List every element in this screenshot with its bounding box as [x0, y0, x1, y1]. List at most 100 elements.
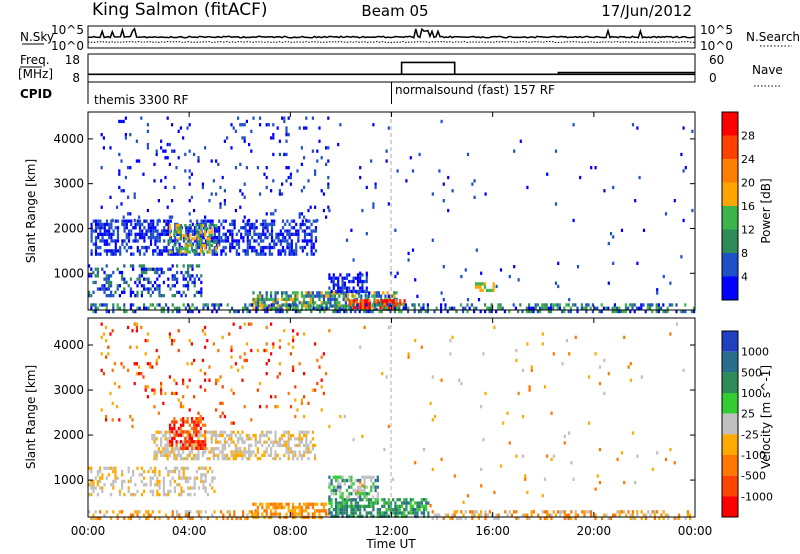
heatmap-cell: [372, 305, 375, 310]
heatmap-cell: [204, 227, 207, 231]
heatmap-cell: [508, 309, 511, 314]
heatmap-cell: [343, 281, 346, 285]
heatmap-cell: [339, 475, 342, 479]
heatmap-cell: [221, 450, 224, 454]
heatmap-cell: [156, 303, 159, 307]
heatmap-cell: [424, 309, 427, 314]
heatmap-cell: [166, 457, 169, 461]
heatmap-cell: [100, 322, 103, 326]
heatmap-cell: [186, 247, 189, 251]
heatmap-cell: [135, 345, 138, 349]
heatmap-cell: [336, 306, 339, 310]
heatmap-cell: [103, 284, 106, 288]
heatmap-cell: [281, 192, 284, 196]
heatmap-cell: [123, 287, 126, 291]
heatmap-cell: [198, 510, 201, 514]
heatmap-cell: [135, 322, 138, 326]
heatmap-cell: [162, 483, 165, 487]
heatmap-cell: [576, 265, 580, 269]
heatmap-cell: [480, 405, 483, 409]
heatmap-cell: [265, 430, 268, 434]
heatmap-cell: [290, 249, 293, 253]
heatmap-cell: [215, 381, 218, 386]
heatmap-cell: [440, 378, 443, 382]
heatmap-cell: [175, 381, 178, 386]
heatmap-cell: [176, 466, 179, 470]
heatmap-cell: [359, 492, 362, 496]
heatmap-cell: [110, 239, 113, 243]
heatmap-cell: [215, 240, 218, 244]
noise-right-label: N.Search: [746, 30, 800, 44]
heatmap-cell: [211, 249, 214, 253]
heatmap-cell: [129, 479, 132, 484]
heatmap-cell: [250, 129, 253, 133]
heatmap-cell: [656, 288, 659, 292]
heatmap-cell: [642, 303, 645, 307]
heatmap-cell: [546, 454, 549, 458]
heatmap-cell: [182, 290, 185, 294]
heatmap-cell: [276, 440, 279, 444]
heatmap-cell: [254, 301, 257, 305]
heatmap-cell: [239, 450, 242, 454]
heatmap-cell: [303, 502, 306, 506]
heatmap-cell: [361, 504, 364, 508]
heatmap-cell: [190, 417, 194, 421]
heatmap-cell: [193, 453, 196, 457]
heatmap-cell: [182, 274, 185, 278]
heatmap-cell: [195, 476, 198, 480]
heatmap-cell: [646, 306, 649, 310]
heatmap-cell: [322, 352, 325, 356]
heatmap-cell: [223, 440, 226, 444]
heatmap-cell: [110, 252, 113, 256]
heatmap-cell: [180, 493, 183, 497]
heatmap-cell: [255, 306, 258, 310]
heatmap-cell: [221, 335, 224, 339]
heatmap-cell: [230, 437, 233, 441]
heatmap-cell: [224, 219, 227, 223]
heatmap-cell: [228, 510, 231, 514]
heatmap-cell: [118, 510, 121, 514]
heatmap-cell: [110, 493, 113, 497]
heatmap-cell: [403, 501, 406, 505]
heatmap-cell: [171, 149, 174, 153]
heatmap-cell: [328, 501, 331, 505]
heatmap-cell: [138, 232, 142, 236]
heatmap-cell: [361, 434, 364, 438]
heatmap-cell: [149, 365, 152, 369]
heatmap-cell: [119, 252, 122, 256]
heatmap-cell: [134, 510, 137, 514]
heatmap-cell: [366, 299, 369, 303]
heatmap-cell: [179, 230, 183, 234]
heatmap-cell: [204, 423, 207, 427]
heatmap-cell: [305, 430, 308, 434]
heatmap-cell: [354, 498, 357, 502]
heatmap-cell: [204, 215, 207, 219]
heatmap-cell: [378, 514, 382, 518]
heatmap-cell: [339, 485, 342, 489]
heatmap-cell: [580, 306, 583, 310]
heatmap-cell: [149, 242, 153, 246]
heatmap-cell: [294, 309, 297, 314]
heatmap-cell: [657, 303, 660, 307]
heatmap-cell: [345, 286, 349, 290]
heatmap-cell: [261, 502, 264, 506]
heatmap-cell: [253, 226, 256, 230]
heatmap-cell: [129, 414, 132, 419]
heatmap-cell: [294, 294, 297, 298]
heatmap-cell: [144, 388, 147, 392]
heatmap-cell: [277, 309, 280, 314]
heatmap-cell: [122, 365, 125, 369]
heatmap-cell: [99, 232, 102, 236]
heatmap-cell: [239, 205, 242, 209]
heatmap-cell: [241, 365, 244, 369]
heatmap-cell: [245, 437, 248, 441]
heatmap-cell: [508, 274, 511, 279]
heatmap-cell: [184, 277, 187, 281]
heatmap-cell: [477, 282, 480, 286]
heatmap-cell: [191, 249, 194, 253]
heatmap-cell: [131, 329, 134, 333]
heatmap-cell: [176, 280, 179, 285]
heatmap-cell: [629, 362, 632, 366]
heatmap-cell: [517, 516, 520, 521]
heatmap-cell: [292, 335, 295, 339]
